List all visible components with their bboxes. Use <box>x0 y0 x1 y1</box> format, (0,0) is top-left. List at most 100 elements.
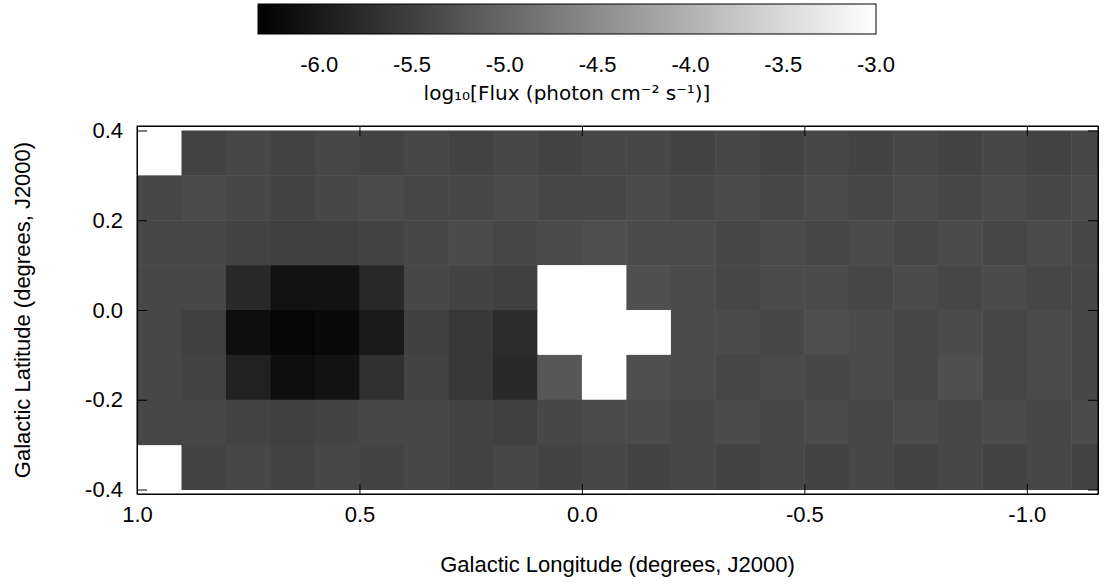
cell <box>315 220 360 265</box>
cell <box>671 220 716 265</box>
cell <box>404 355 449 400</box>
cell <box>315 310 360 355</box>
cell <box>270 310 315 355</box>
cell <box>537 400 582 445</box>
cell <box>359 175 404 220</box>
cell <box>760 400 805 445</box>
cell <box>893 310 938 355</box>
cell <box>938 130 983 175</box>
cell <box>226 220 271 265</box>
cell <box>359 130 404 175</box>
cell <box>1071 355 1098 400</box>
cell <box>226 400 271 445</box>
axis-line <box>1098 127 1099 495</box>
cell <box>537 130 582 175</box>
tick-mark <box>1027 484 1028 494</box>
cell <box>671 130 716 175</box>
cell <box>226 130 271 175</box>
cell <box>760 310 805 355</box>
cell <box>448 265 493 310</box>
cell <box>270 220 315 265</box>
tick: 1.0 <box>122 484 153 527</box>
cell <box>404 220 449 265</box>
cell <box>181 400 226 445</box>
tick <box>1027 126 1028 136</box>
cell <box>626 265 671 310</box>
cell <box>938 310 983 355</box>
cell <box>359 220 404 265</box>
cell <box>715 355 760 400</box>
cell <box>404 310 449 355</box>
cell <box>893 265 938 310</box>
cell <box>537 175 582 220</box>
cell <box>137 400 182 445</box>
cell <box>537 310 582 355</box>
cell <box>493 220 538 265</box>
cell <box>1071 130 1098 175</box>
cell <box>582 265 627 310</box>
colorbar <box>258 4 876 34</box>
cell <box>893 175 938 220</box>
cell <box>493 310 538 355</box>
cell <box>760 265 805 310</box>
cell <box>626 355 671 400</box>
cell <box>715 130 760 175</box>
x-axis-title: Galactic Longitude (degrees, J2000) <box>440 552 795 577</box>
cell <box>226 355 271 400</box>
tick-mark <box>1027 126 1028 136</box>
cell <box>982 130 1027 175</box>
cell <box>671 355 716 400</box>
cell <box>1027 400 1072 445</box>
cell <box>359 445 404 490</box>
tick: 0.0 <box>567 484 598 527</box>
cell <box>404 175 449 220</box>
cell <box>849 175 894 220</box>
colorbar-tick-label: -6.0 <box>300 52 338 77</box>
cell <box>804 220 849 265</box>
cell <box>804 400 849 445</box>
tick <box>1088 490 1098 491</box>
cell <box>448 175 493 220</box>
tick <box>1088 310 1098 311</box>
tick-label: 0.0 <box>92 298 123 323</box>
cell <box>226 265 271 310</box>
cell <box>893 445 938 490</box>
cell <box>893 355 938 400</box>
cell <box>270 400 315 445</box>
cell <box>404 445 449 490</box>
tick: 0.2 <box>92 208 147 233</box>
cell <box>359 265 404 310</box>
cell <box>804 355 849 400</box>
cell <box>270 445 315 490</box>
cell <box>671 175 716 220</box>
cell <box>226 310 271 355</box>
cell <box>1071 175 1098 220</box>
cell <box>404 265 449 310</box>
cell <box>982 400 1027 445</box>
tick: 0.0 <box>92 298 147 323</box>
cell <box>1027 175 1072 220</box>
colorbar-ticks: -6.0-5.5-5.0-4.5-4.0-3.5-3.0 <box>300 52 895 77</box>
cell <box>626 310 671 355</box>
cell <box>626 130 671 175</box>
cell <box>893 220 938 265</box>
cell <box>626 175 671 220</box>
tick <box>1088 220 1098 221</box>
tick <box>1088 130 1098 131</box>
cell <box>315 355 360 400</box>
cell <box>493 130 538 175</box>
tick-label: -0.2 <box>85 387 123 412</box>
tick: -0.4 <box>85 477 147 502</box>
cell <box>404 130 449 175</box>
cell <box>537 445 582 490</box>
cell <box>804 310 849 355</box>
cell <box>893 400 938 445</box>
cell <box>938 400 983 445</box>
cell <box>982 445 1027 490</box>
axis-line <box>138 126 1099 127</box>
cell <box>760 220 805 265</box>
tick-label: 0.0 <box>567 502 598 527</box>
cell <box>270 175 315 220</box>
cell <box>537 220 582 265</box>
tick-label: -0.4 <box>85 477 123 502</box>
